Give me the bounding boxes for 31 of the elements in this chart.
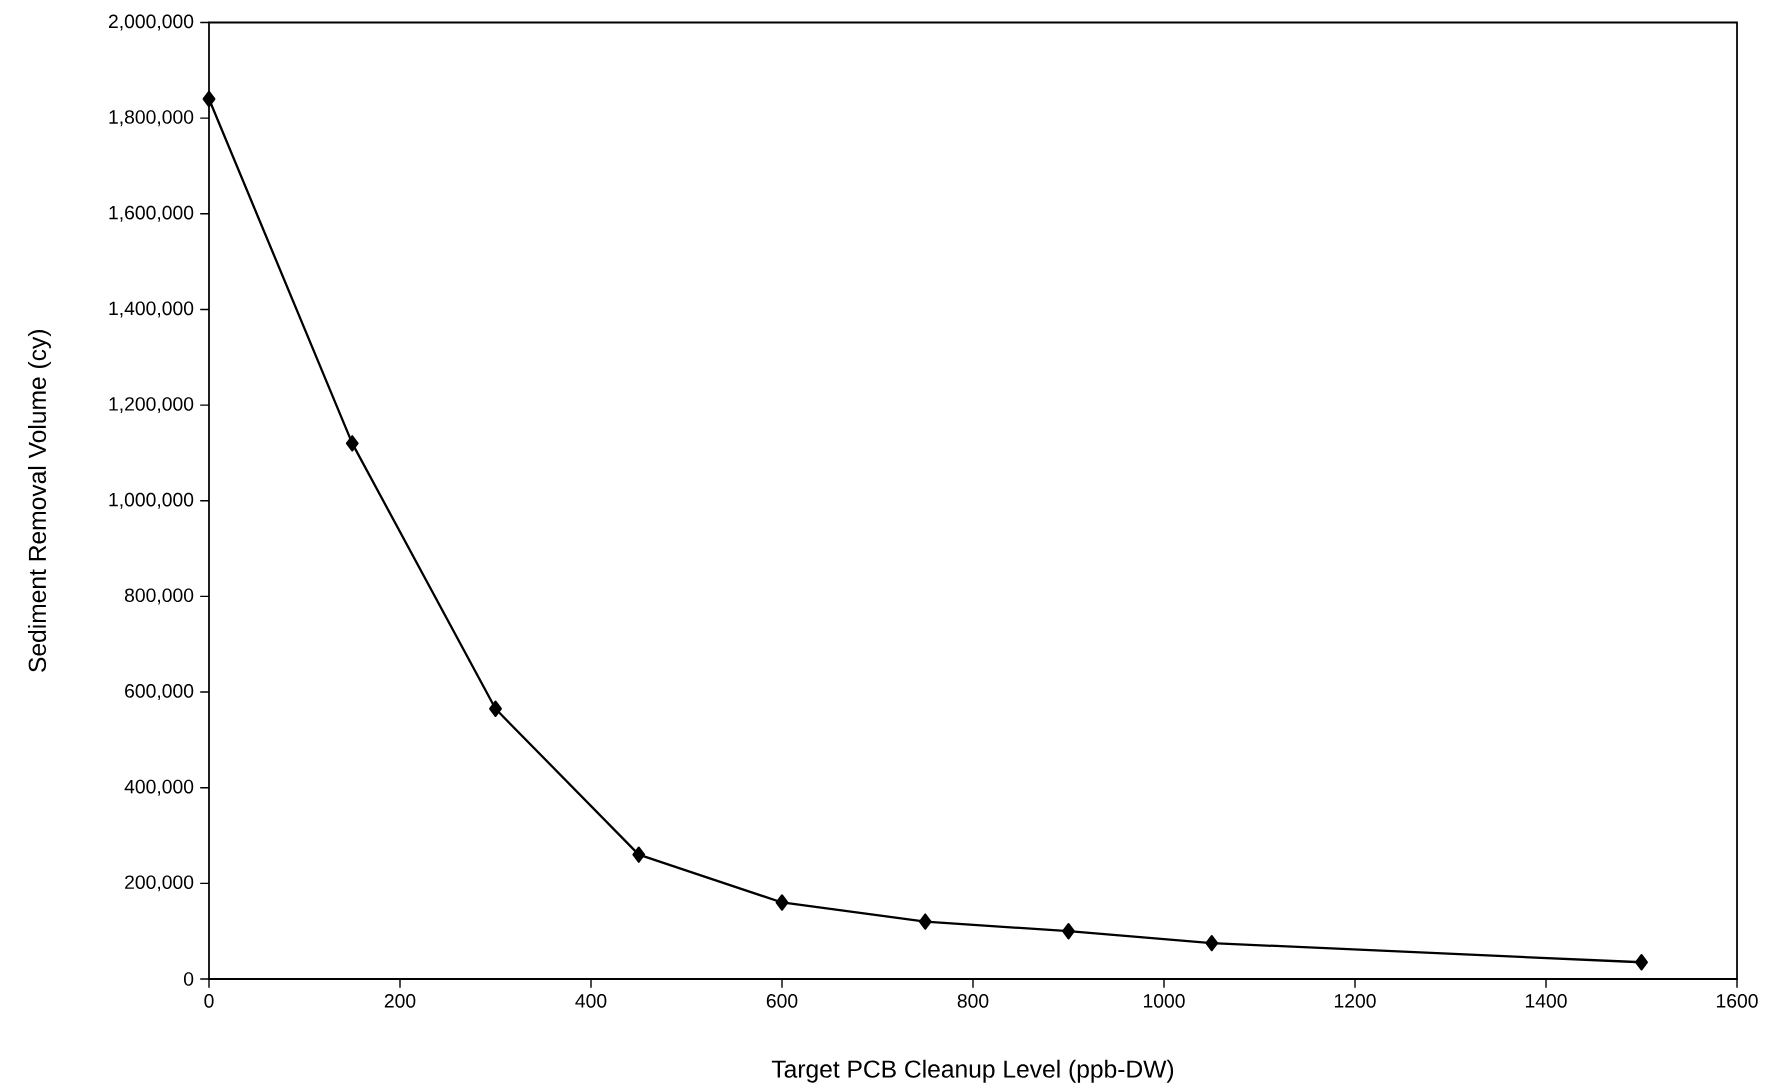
x-tick-label: 1200 bbox=[1334, 994, 1376, 1008]
point bbox=[345, 435, 359, 452]
y-tick-label: 400,000 bbox=[124, 779, 194, 796]
y-tick-label: 800,000 bbox=[124, 588, 194, 605]
y-tick-label: 1,200,000 bbox=[109, 397, 194, 414]
y-tick-label: 200,000 bbox=[125, 875, 194, 892]
y-tick-label: 1,400,000 bbox=[109, 301, 194, 318]
x-tick-label: 200 bbox=[384, 994, 416, 1008]
point bbox=[1062, 923, 1075, 940]
y-tick-label: 2,000,000 bbox=[108, 14, 194, 31]
x-tick-label: 1000 bbox=[1143, 994, 1185, 1008]
y-axis-title: Sediment Removal Volume (cy) bbox=[28, 330, 51, 672]
x-tick-label: 0 bbox=[204, 994, 214, 1008]
point bbox=[489, 700, 502, 717]
x-tick-label: 400 bbox=[575, 994, 607, 1008]
y-tick-label: 1,600,000 bbox=[109, 205, 194, 222]
x-tick-label: 1400 bbox=[1525, 994, 1567, 1008]
point bbox=[775, 894, 789, 911]
point bbox=[1205, 934, 1219, 952]
y-tick-label: 600,000 bbox=[125, 684, 194, 701]
point bbox=[632, 846, 646, 863]
y-tick-label: 0 bbox=[184, 972, 194, 986]
x-tick-label: 1600 bbox=[1716, 994, 1758, 1008]
point bbox=[918, 913, 932, 930]
point bbox=[202, 90, 216, 108]
x-tick-label: 800 bbox=[957, 994, 989, 1008]
point bbox=[1635, 954, 1648, 971]
y-tick-label: 1,800,000 bbox=[109, 110, 194, 127]
y-tick-label: 1,000,000 bbox=[109, 492, 194, 509]
x-axis-title: Target PCB Cleanup Level (ppb-DW) bbox=[771, 1059, 1174, 1083]
x-tick-label: 600 bbox=[766, 994, 798, 1008]
